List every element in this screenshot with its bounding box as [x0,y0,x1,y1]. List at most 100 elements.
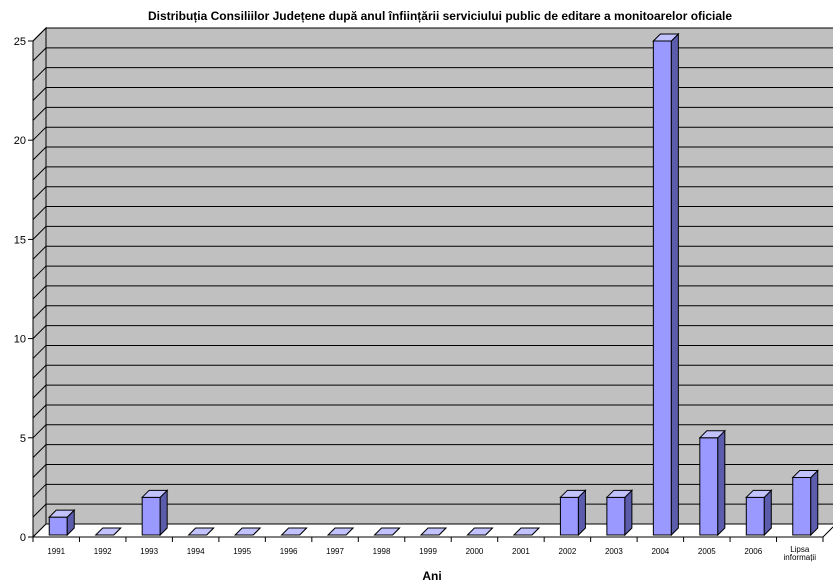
gridline [32,245,833,260]
gridline [32,47,833,62]
y-tick-label: 5 [20,433,26,445]
bar [512,527,541,536]
chart-title: Distribuția Consiliilor Județene după an… [148,9,732,23]
gridline [32,225,833,240]
x-tick-label: 2005 [698,547,716,556]
bar [745,489,773,537]
gridline [32,285,833,300]
bar-side [810,469,819,537]
gridline [32,483,833,498]
side-wall [32,26,47,539]
y-tick-label: 20 [14,135,26,147]
bar-top [466,527,494,536]
bar-top [419,527,448,536]
gridline [32,305,833,320]
bar [559,489,587,537]
gridline [32,404,833,419]
bar [187,527,215,536]
axes [28,40,824,542]
gridline [32,265,833,280]
bar [791,469,819,537]
x-tick-label: 2001 [512,547,530,556]
bar-top [373,527,401,536]
x-tick-label: 2002 [559,547,577,556]
bar-front [141,496,161,536]
bar [326,527,355,536]
gridline [32,166,833,181]
bar [140,489,169,537]
bar-top [512,527,541,536]
bar [466,527,494,536]
gridline [32,364,833,379]
bar [698,429,727,537]
x-tick-label: 2006 [744,547,762,556]
bar [233,527,262,536]
bar [280,527,308,536]
bar-front [606,496,626,536]
bar-side [717,429,726,537]
bar-front [745,496,765,536]
x-tick-label: 2004 [651,547,669,556]
gridlines [32,27,833,518]
bar-top [48,509,76,518]
y-tick-label: 10 [14,334,26,346]
bar-side [763,489,772,537]
bar-top [559,489,587,498]
gridline [32,424,833,439]
bar-side [159,489,168,537]
x-tick-label: 1996 [280,547,298,556]
axis-labels: 0 5 10 15 20 25 1991 1992 1993 1994 1995 1996 1997 19… [14,36,816,562]
bar-top [745,489,773,498]
x-tick-label: 1991 [47,547,65,556]
bar-top [233,527,262,536]
bar-top [698,430,727,439]
y-tick-label: 25 [14,36,26,48]
bar [48,508,76,537]
gridline [32,106,833,121]
bar [373,527,401,536]
gridline [32,186,833,201]
bar-side [577,489,586,537]
x-tick-label: 1998 [373,547,391,556]
x-tick-label: 2003 [605,547,623,556]
y-tick-label: 0 [20,532,26,544]
bar-top [326,527,355,536]
x-tick-label: 1999 [419,547,437,556]
bar-front [792,476,812,536]
x-tick-label: informații [784,553,817,562]
bar [652,32,680,537]
gridline [32,325,833,339]
x-tick-label: 2000 [466,547,484,556]
bar [419,527,448,536]
x-tick-label: 1997 [326,547,344,556]
bar-top [652,33,680,42]
y-tick-label: 15 [14,234,26,246]
bar-top [94,527,122,536]
bar [605,489,634,537]
x-tick-label: 1994 [187,547,205,556]
gridline [32,384,833,399]
bar-front [652,40,672,536]
gridline [32,344,833,359]
gridline [32,27,833,42]
gridline [32,146,833,161]
bar-top [187,527,215,536]
x-tick-label: 1995 [233,547,251,556]
x-tick-label: 1993 [140,547,158,556]
gridline [32,463,833,478]
bar-front [699,437,719,536]
gridline [32,87,833,101]
bar-front [48,516,68,536]
bar-side [624,489,633,537]
gridline [32,444,833,458]
x-tick-label: Lipsa [790,545,810,554]
gridline [32,67,833,82]
x-axis-title: Ani [422,569,441,583]
bar [94,527,122,536]
bar-front [559,496,579,536]
bar-top [791,469,819,478]
bar-top [280,527,308,536]
bar-top [605,489,634,498]
